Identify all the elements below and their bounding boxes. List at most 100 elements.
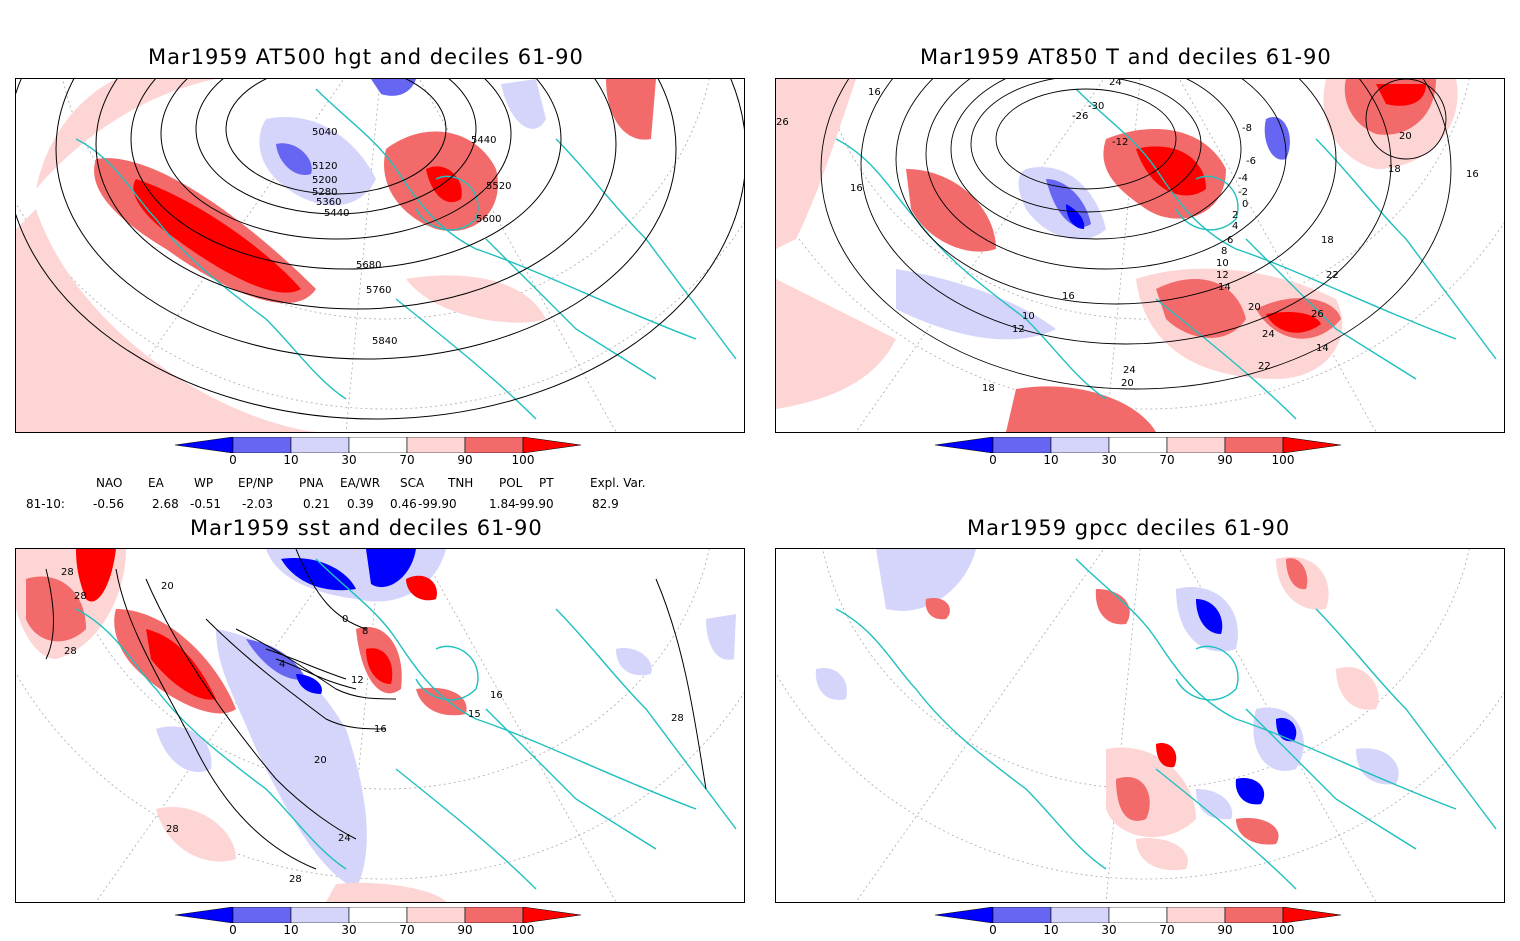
index-header: EA/WR [340,476,381,490]
colorbar-upper-arrow [522,907,582,923]
colorbar-label: 0 [229,923,237,937]
colorbar-segment [1050,907,1110,923]
contour-label: 0 [1242,199,1248,210]
colorbar-label: 90 [1217,453,1233,467]
colorbar-segment [464,437,524,453]
index-row-label: 81-10: [26,497,65,511]
contour-label: 18 [1321,235,1334,246]
contour-label: 5360 [316,197,341,208]
contour-label: 5040 [312,127,337,138]
map-panel-gpcc [775,548,1505,903]
panel-title-gpcc: Mar1959 gpcc deciles 61-90 [967,516,1291,540]
colorbar-lower-arrow [935,437,994,453]
anomaly-shading [16,549,736,902]
contour-lines [45,549,707,870]
colorbar-swatches [175,437,582,453]
colorbar-swatches [935,437,1342,453]
index-header: SCA [400,476,425,490]
colorbar-segment [992,907,1052,923]
colorbar-upper-arrow [1282,907,1342,923]
colorbar-label: 10 [283,923,299,937]
contour-label: 5440 [471,135,496,146]
colorbar-segment [232,907,292,923]
index-value: -2.03 [242,497,274,511]
index-value: 0.39 [347,497,374,511]
contour-label: 28 [64,646,77,657]
colorbar-hgt: 0 10 30 70 90 100 [175,437,585,471]
contour-label: 28 [166,824,179,835]
colorbar-sst: 0 10 30 70 90 100 [175,907,585,941]
colorbar-label: 30 [341,453,357,467]
contour-label: -26 [1072,111,1088,122]
colorbar-swatches [935,907,1342,923]
index-value: 2.68 [152,497,179,511]
contour-label: 10 [1022,311,1035,322]
index-header: EP/NP [238,476,274,490]
colorbar-segment [290,907,350,923]
contour-label: 28 [289,874,302,885]
index-value: 0.21 [303,497,330,511]
index-value: 1.84 [489,497,516,511]
contour-label: -4 [1238,173,1248,184]
contour-label: 24 [1109,79,1122,88]
contour-label: 24 [338,833,351,844]
contour-label: 5840 [372,336,397,347]
index-header: POL [499,476,523,490]
index-header: EA [148,476,164,490]
index-header: PNA [299,476,324,490]
contour-label: 24 [1123,365,1136,376]
colorbar-segment [348,437,408,453]
colorbar-label: 70 [1159,923,1175,937]
index-value: 82.9 [592,497,619,511]
colorbar-label: 10 [1043,923,1059,937]
colorbar-label: 10 [283,453,299,467]
contour-label: -8 [1242,123,1252,134]
anomaly-shading [815,549,1399,871]
colorbar-segment [1108,907,1168,923]
contour-label: 18 [982,383,995,394]
contour-label: 26 [776,117,789,128]
contour-label: -12 [1112,137,1128,148]
contour-label: 16 [1062,291,1075,302]
contour-label: -30 [1088,101,1104,112]
contour-label: 5120 [312,161,337,172]
colorbar-segment [1166,437,1226,453]
contour-label: 8 [362,626,368,637]
contour-label: 5280 [312,187,337,198]
colorbar-upper-arrow [1282,437,1342,453]
contour-label: 28 [61,567,74,578]
colorbar-label: 100 [1271,923,1295,937]
contour-label: 12 [1216,270,1229,281]
colorbar-label: 70 [399,453,415,467]
colorbar-segment [992,437,1052,453]
colorbar-gpcc: 0 10 30 70 90 100 [935,907,1345,941]
contour-label: 12 [1012,324,1025,335]
contour-label: 5680 [356,260,381,271]
coastlines [835,558,1497,890]
panel-title-t850: Mar1959 AT850 T and deciles 61-90 [920,45,1332,69]
contour-label: 10 [1216,258,1229,269]
coastlines [75,88,737,420]
colorbar-segment [1108,437,1168,453]
contour-label: 16 [1466,169,1479,180]
colorbar-label: 90 [457,923,473,937]
index-value: 0.46 [390,497,417,511]
colorbar-label: 30 [1101,453,1117,467]
colorbar-label: 0 [989,923,997,937]
colorbar-label: 70 [399,923,415,937]
colorbar-segment [290,437,350,453]
colorbar-label: 30 [341,923,357,937]
contour-label: 5600 [476,214,501,225]
contour-label: 12 [351,675,364,686]
index-value: -0.51 [190,497,222,511]
index-header: TNH [448,476,474,490]
colorbar-segment [232,437,292,453]
contour-label: 16 [490,690,503,701]
colorbar-label: 0 [229,453,237,467]
colorbar-t850: 0 10 30 70 90 100 [935,437,1345,471]
contour-label: 28 [671,713,684,724]
colorbar-label: 100 [511,923,535,937]
contour-lines [16,79,744,420]
contour-label: 16 [850,183,863,194]
anomaly-shading [776,79,1458,432]
